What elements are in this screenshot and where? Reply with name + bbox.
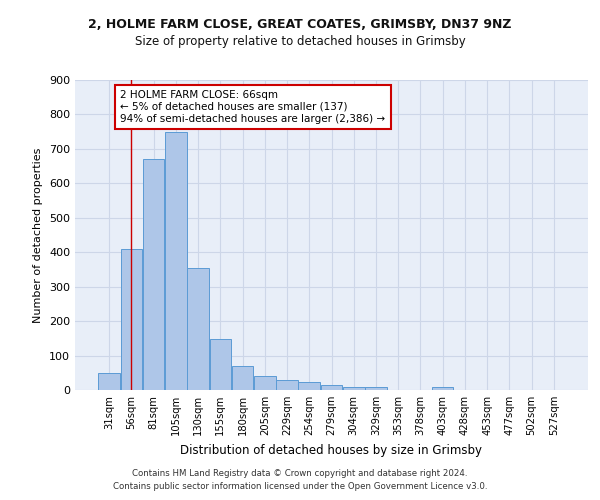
Bar: [98, 373, 120, 390]
Bar: [276, 380, 298, 390]
Bar: [232, 366, 253, 390]
Y-axis label: Number of detached properties: Number of detached properties: [34, 148, 43, 322]
Bar: [165, 132, 187, 390]
Bar: [432, 386, 454, 390]
Text: Contains public sector information licensed under the Open Government Licence v3: Contains public sector information licen…: [113, 482, 487, 491]
Text: Contains HM Land Registry data © Crown copyright and database right 2024.: Contains HM Land Registry data © Crown c…: [132, 468, 468, 477]
Bar: [343, 386, 365, 390]
Bar: [365, 387, 387, 390]
Bar: [209, 339, 231, 390]
Bar: [187, 268, 209, 390]
Bar: [254, 376, 275, 390]
Text: 2 HOLME FARM CLOSE: 66sqm
← 5% of detached houses are smaller (137)
94% of semi-: 2 HOLME FARM CLOSE: 66sqm ← 5% of detach…: [120, 90, 385, 124]
Bar: [121, 249, 142, 390]
Bar: [321, 385, 342, 390]
Bar: [143, 159, 164, 390]
Bar: [298, 382, 320, 390]
Text: Size of property relative to detached houses in Grimsby: Size of property relative to detached ho…: [134, 35, 466, 48]
X-axis label: Distribution of detached houses by size in Grimsby: Distribution of detached houses by size …: [181, 444, 482, 456]
Text: 2, HOLME FARM CLOSE, GREAT COATES, GRIMSBY, DN37 9NZ: 2, HOLME FARM CLOSE, GREAT COATES, GRIMS…: [88, 18, 512, 30]
